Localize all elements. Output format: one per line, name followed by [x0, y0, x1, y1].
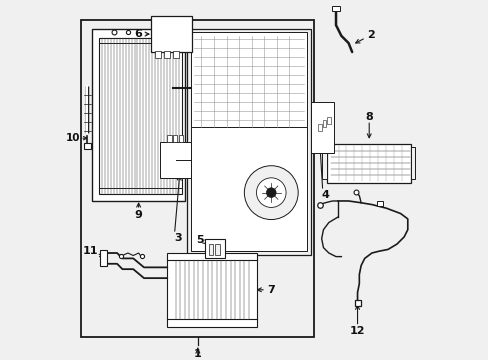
Bar	[99, 38, 182, 194]
Bar	[173, 135, 177, 142]
Text: 8: 8	[365, 112, 372, 122]
Text: 1: 1	[194, 349, 202, 359]
Text: 9: 9	[134, 210, 142, 220]
Bar	[151, 16, 192, 52]
Bar	[310, 102, 333, 153]
Circle shape	[256, 178, 285, 207]
Bar	[326, 144, 410, 183]
Text: 7: 7	[266, 285, 274, 295]
Bar	[317, 124, 321, 131]
Bar	[167, 253, 257, 327]
Text: 12: 12	[349, 326, 365, 336]
Bar	[190, 32, 306, 131]
Text: 3: 3	[174, 233, 182, 243]
Text: 4: 4	[321, 189, 328, 199]
Circle shape	[244, 166, 298, 220]
Circle shape	[266, 188, 276, 198]
Text: 6: 6	[134, 29, 142, 39]
Bar	[172, 51, 179, 58]
Bar	[155, 51, 161, 58]
Bar	[167, 135, 171, 142]
Bar	[321, 147, 327, 179]
Text: 5: 5	[196, 235, 204, 245]
Bar	[322, 120, 325, 127]
Bar	[215, 244, 219, 255]
Bar	[204, 239, 224, 258]
Bar	[187, 29, 310, 255]
Text: 10: 10	[65, 133, 80, 143]
Bar	[160, 142, 190, 177]
Text: 2: 2	[366, 30, 374, 40]
Bar	[377, 201, 382, 206]
Text: 11: 11	[83, 246, 99, 256]
Bar	[100, 250, 107, 266]
Bar	[83, 143, 91, 149]
Bar	[208, 244, 213, 255]
Bar	[179, 135, 183, 142]
Bar	[332, 6, 339, 12]
Bar	[410, 147, 414, 179]
Bar	[327, 117, 330, 124]
Bar	[81, 20, 314, 337]
Bar	[163, 51, 170, 58]
Bar	[92, 29, 185, 201]
Bar	[190, 127, 306, 251]
